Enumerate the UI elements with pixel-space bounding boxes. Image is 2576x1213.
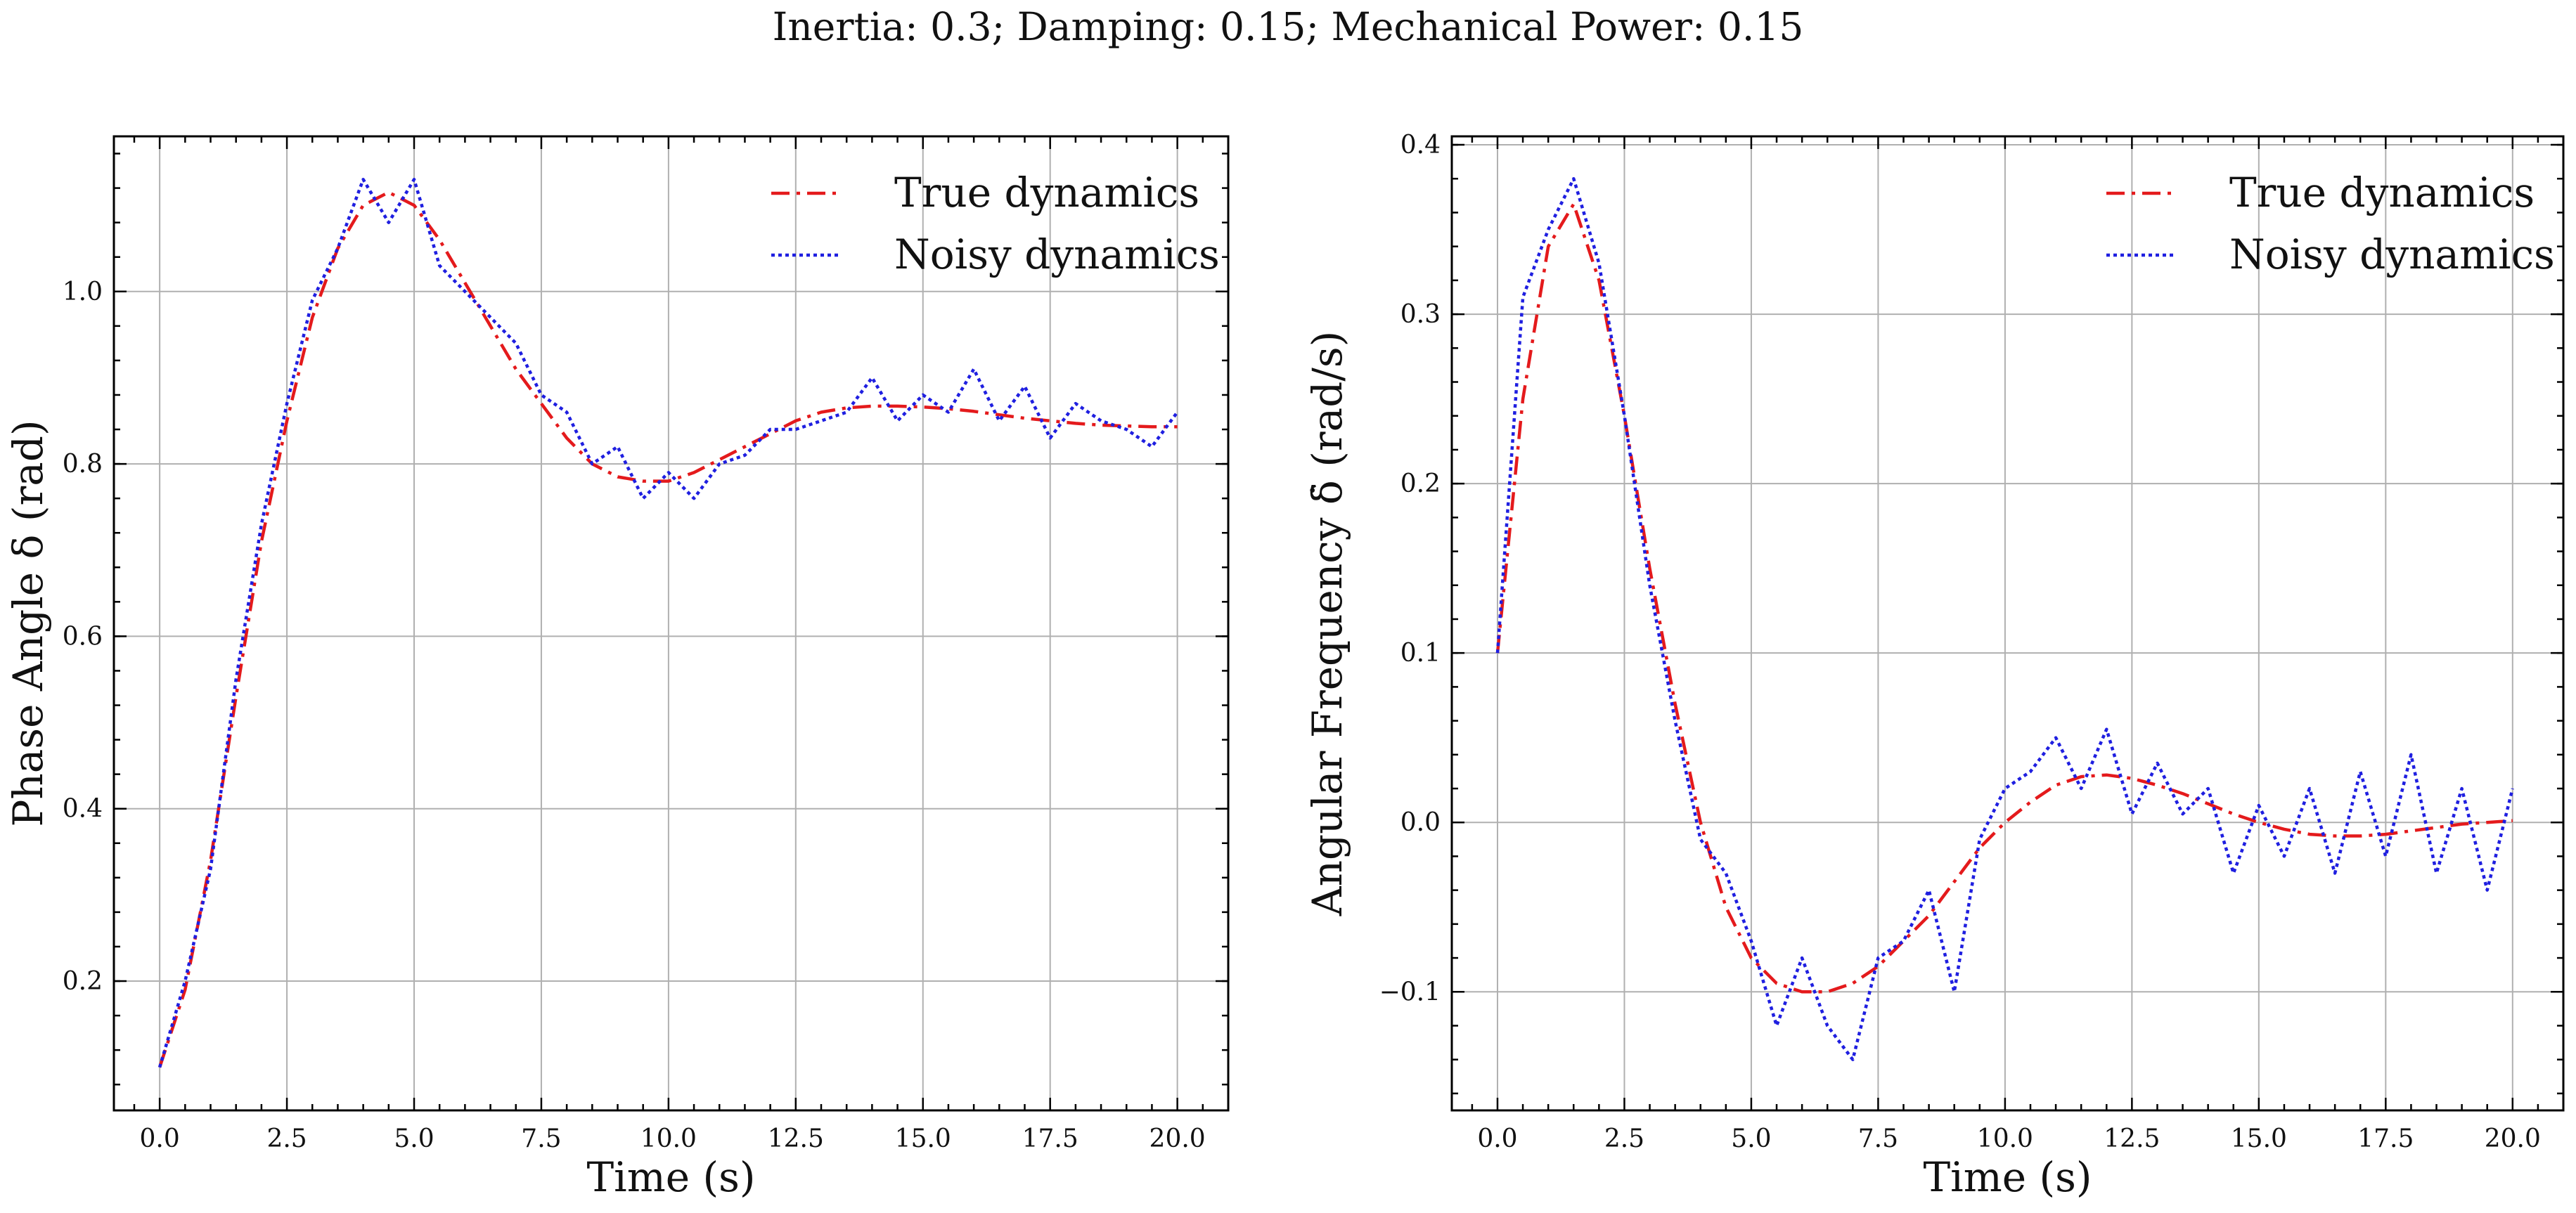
y-tick-label: 0.3 — [1400, 300, 1441, 329]
x-tick-label: 5.0 — [1731, 1124, 1771, 1153]
x-tick-label: 0.0 — [140, 1124, 180, 1153]
noisy-dynamics-line — [157, 178, 1179, 1068]
chart-angular-frequency: 0.0 2.5 5.0 7.5 10.0 12.5 15.0 17.5 20.0 −0.1 0.0 0… — [1303, 131, 2565, 1201]
y-tick-label: 0.4 — [63, 795, 103, 824]
noisy-dynamics-line — [1495, 177, 2514, 1061]
y-tick-label: 0.2 — [63, 967, 103, 996]
x-tick-label: 7.5 — [521, 1124, 561, 1153]
x-tick-label: 10.0 — [1977, 1124, 2033, 1153]
y-tick-label: 0.4 — [1400, 131, 1441, 160]
figure-title: Inertia: 0.3; Damping: 0.15; Mechanical … — [772, 4, 1804, 49]
y-tick-label: −0.1 — [1379, 978, 1441, 1006]
legend-label-true-dynamics: True dynamics — [894, 169, 1199, 216]
y-tick-label: 1.0 — [63, 278, 103, 306]
legend-label-noisy-dynamics: Noisy dynamics — [894, 231, 1220, 278]
x-tick-label: 20.0 — [1149, 1124, 1206, 1153]
x-tick-label: 12.5 — [768, 1124, 824, 1153]
x-tick-label: 5.0 — [394, 1124, 434, 1153]
x-axis-label: Time (s) — [586, 1153, 755, 1201]
x-tick-label: 17.5 — [2357, 1124, 2414, 1153]
chart-phase-angle: 0.0 2.5 5.0 7.5 10.0 12.5 15.0 17.5 20.0 0.2 0.4 0.… — [4, 135, 1230, 1201]
y-tick-label: 0.6 — [63, 622, 103, 651]
x-tick-label: 0.0 — [1477, 1124, 1517, 1153]
true-dynamics-line — [1495, 202, 2513, 994]
y-tick-label: 0.1 — [1400, 639, 1441, 668]
y-axis-label: Angular Frequency δ̇ (rad/s) — [1303, 331, 1351, 917]
x-tick-label: 12.5 — [2104, 1124, 2160, 1153]
y-tick-label: 0.2 — [1400, 469, 1441, 498]
legend-label-noisy-dynamics: Noisy dynamics — [2229, 231, 2555, 278]
y-tick-label: 0.0 — [1400, 808, 1441, 837]
true-dynamics-line — [157, 190, 1178, 1068]
plot-frame — [112, 135, 1230, 1112]
y-tick-label: 0.8 — [63, 450, 103, 479]
x-tick-label: 2.5 — [1604, 1124, 1644, 1153]
x-tick-label: 2.5 — [266, 1124, 307, 1153]
x-tick-label: 17.5 — [1022, 1124, 1078, 1153]
x-tick-label: 20.0 — [2485, 1124, 2541, 1153]
plot-frame — [1450, 135, 2565, 1112]
legend-label-true-dynamics: True dynamics — [2229, 169, 2535, 216]
x-tick-label: 15.0 — [2231, 1124, 2287, 1153]
y-axis-label: Phase Angle δ (rad) — [4, 420, 52, 826]
x-tick-label: 10.0 — [640, 1124, 697, 1153]
x-tick-label: 7.5 — [1858, 1124, 1898, 1153]
x-axis-label: Time (s) — [1923, 1153, 2092, 1201]
x-tick-label: 15.0 — [895, 1124, 951, 1153]
